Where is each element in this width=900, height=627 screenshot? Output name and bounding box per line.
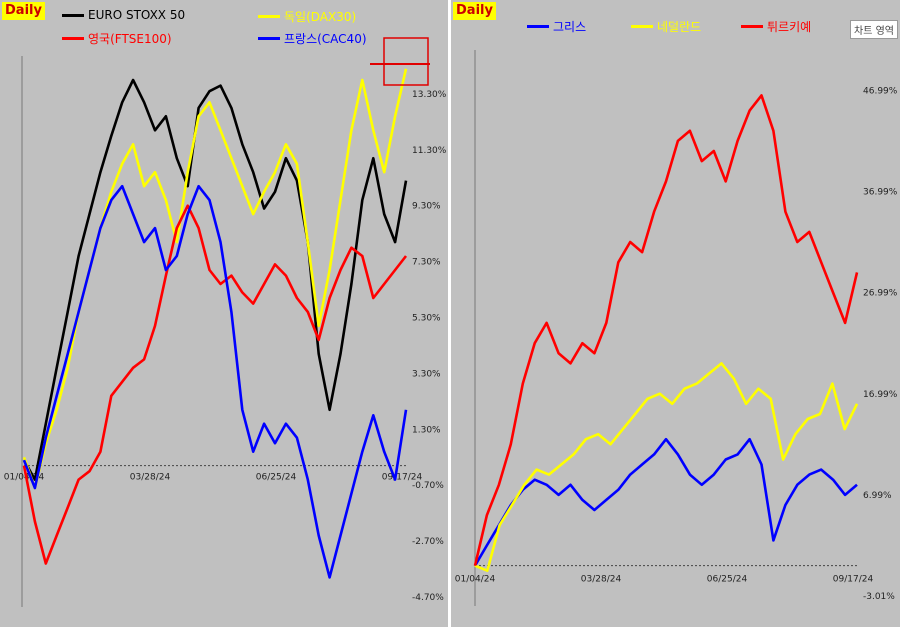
- x-tick-label: 03/28/24: [581, 575, 622, 585]
- series-line-3: [22, 184, 408, 579]
- x-tick-label: 09/17/24: [382, 473, 423, 483]
- legend-swatch-dax: [258, 15, 280, 18]
- legend-label: 영국(FTSE100): [88, 32, 172, 46]
- legend-dax: 독일(DAX30): [258, 8, 356, 25]
- legend-greece: 그리스: [527, 18, 586, 35]
- y-tick-label: 11.30%: [412, 146, 447, 156]
- legend-swatch-greece: [527, 25, 549, 28]
- series-line-0: [473, 437, 858, 567]
- legend-swatch-ftse: [62, 37, 84, 40]
- legend-label: EURO STOXX 50: [88, 8, 186, 22]
- y-tick-label: -3.01%: [863, 592, 895, 602]
- y-tick-label: 36.99%: [863, 188, 898, 198]
- y-tick-label: 13.30%: [412, 90, 447, 100]
- series-line-1: [474, 362, 859, 573]
- left-chart-plot: 13.30% 11.30% 9.30% 7.30% 5.30% 3.30% 1.30% -0.…: [4, 37, 447, 607]
- legend-label: 네덜란드: [657, 20, 702, 34]
- legend-label: 독일(DAX30): [284, 10, 357, 24]
- y-tick-label: 7.30%: [412, 258, 441, 268]
- y-tick-label: 5.30%: [412, 314, 441, 324]
- legend-swatch-euro-stoxx: [62, 13, 84, 17]
- x-tick-label: 09/17/24: [833, 575, 874, 585]
- legend-label: 그리스: [553, 20, 587, 34]
- x-tick-label: 06/25/24: [256, 473, 297, 483]
- series-line-2: [22, 204, 408, 565]
- left-period-badge: Daily: [2, 2, 45, 20]
- y-tick-label: 1.30%: [412, 425, 441, 435]
- x-tick-label: 01/04/24: [455, 575, 496, 585]
- legend-label: 튀르키예: [767, 20, 812, 34]
- legend-turkiye: 튀르키예: [741, 18, 811, 35]
- y-tick-label: -0.70%: [412, 481, 444, 491]
- y-tick-label: -2.70%: [412, 537, 444, 547]
- legend-ftse: 영국(FTSE100): [62, 30, 172, 47]
- y-tick-label: 6.99%: [863, 491, 892, 501]
- highlight-box: [383, 37, 429, 86]
- legend-cac: 프랑스(CAC40): [258, 30, 367, 47]
- series-line-0: [22, 78, 408, 481]
- y-tick-label: 26.99%: [863, 289, 898, 299]
- legend-swatch-cac: [258, 37, 280, 40]
- legend-label: 프랑스(CAC40): [284, 32, 367, 46]
- right-chart-panel: Daily 그리스 네덜란드 튀르키예 차트 영역 46.99% 36.99% 26…: [451, 0, 900, 627]
- y-tick-label: 3.30%: [412, 369, 441, 379]
- y-tick-label: 46.99%: [863, 86, 898, 96]
- legend-euro-stoxx: EURO STOXX 50: [62, 8, 185, 22]
- right-chart-plot: 46.99% 36.99% 26.99% 16.99% 6.99% -3.01% 01/04…: [455, 50, 898, 606]
- legend-swatch-turkiye: [741, 25, 763, 28]
- series-line-2: [473, 94, 859, 566]
- legend-netherlands: 네덜란드: [631, 18, 701, 35]
- chart-zone-button[interactable]: 차트 영역: [850, 20, 898, 39]
- x-tick-label: 03/28/24: [130, 473, 171, 483]
- y-tick-label: -4.70%: [412, 593, 444, 603]
- right-period-badge: Daily: [453, 2, 496, 20]
- y-tick-label: 16.99%: [863, 390, 898, 400]
- left-chart-panel: Daily EURO STOXX 50 독일(DAX30) 영국(FTSE100…: [0, 0, 448, 627]
- x-tick-label: 01/04/24: [4, 473, 45, 483]
- legend-swatch-netherlands: [631, 25, 653, 28]
- y-tick-label: 9.30%: [412, 202, 441, 212]
- x-tick-label: 06/25/24: [707, 575, 748, 585]
- panel-divider: [448, 0, 451, 627]
